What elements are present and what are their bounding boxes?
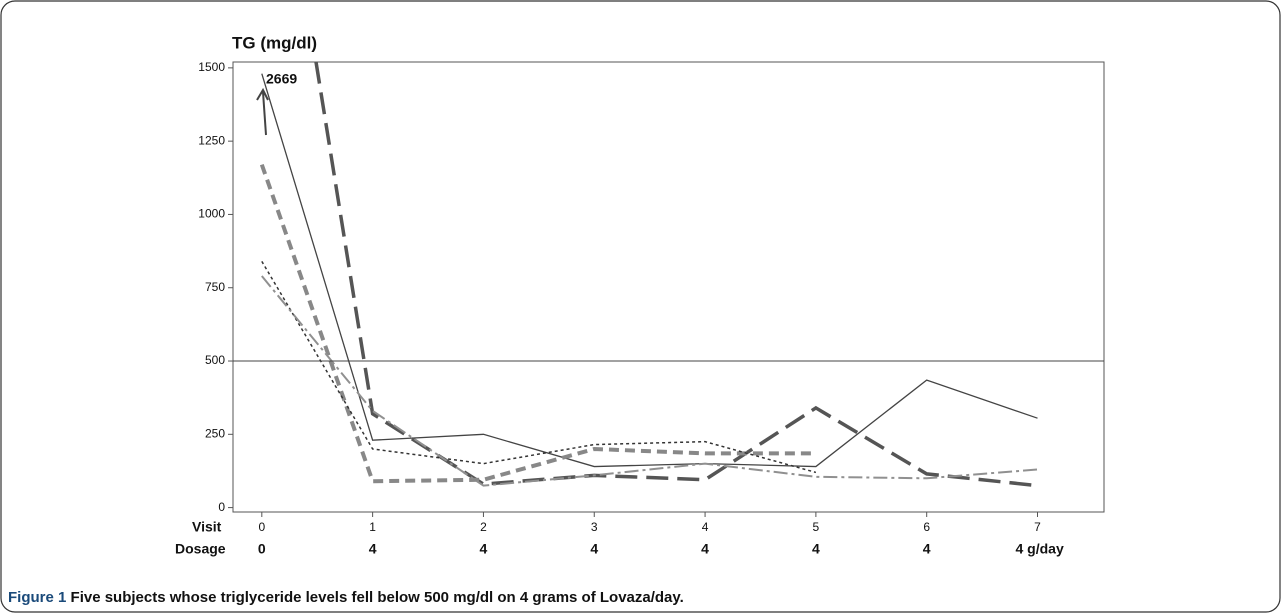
y-tick-label: 500	[205, 353, 225, 367]
caption-label: Figure 1 Five subjects whose triglycerid…	[8, 589, 684, 606]
dosage-label: 4	[701, 541, 709, 557]
y-tick-label: 250	[205, 426, 225, 440]
dosage-label: 4	[590, 541, 598, 557]
visit-row-label: Visit	[192, 519, 222, 535]
caption-text: Five subjects whose triglyceride levels …	[71, 589, 684, 606]
x-tick-label: 5	[813, 520, 820, 534]
series-line	[261, 275, 1038, 487]
x-tick-label: 3	[591, 520, 598, 534]
series-line	[259, 163, 816, 484]
x-tick-label: 7	[1034, 520, 1041, 534]
y-tick-label: 0	[218, 500, 225, 514]
dosage-label: 4 g/day	[1016, 541, 1064, 557]
y-tick-label: 1000	[198, 207, 225, 221]
x-tick-label: 6	[923, 520, 930, 534]
plot-frame	[232, 61, 1105, 513]
x-tick-label: 4	[702, 520, 709, 534]
y-tick-label: 1500	[198, 60, 225, 74]
series-line	[261, 260, 817, 474]
x-tick-label: 2	[480, 520, 487, 534]
y-axis-label: TG (mg/dl)	[232, 33, 317, 52]
dosage-row-label: Dosage	[175, 541, 226, 557]
x-tick-label: 1	[369, 520, 376, 534]
annotation-arrow	[256, 87, 269, 136]
caption-label-text: Figure 1	[8, 589, 66, 606]
dosage-label: 4	[369, 541, 377, 557]
x-tick-label: 0	[258, 520, 265, 534]
plot-area	[259, 62, 1038, 488]
dosage-label: 4	[812, 541, 820, 557]
series-line	[314, 62, 1038, 488]
y-tick-label: 750	[205, 280, 225, 294]
dosage-label: 4	[923, 541, 931, 557]
dosage-label: 4	[480, 541, 488, 557]
y-tick-label: 1250	[198, 133, 225, 147]
annotation: 2669	[266, 71, 297, 87]
series-line	[261, 73, 1038, 468]
dosage-label: 0	[258, 541, 266, 557]
